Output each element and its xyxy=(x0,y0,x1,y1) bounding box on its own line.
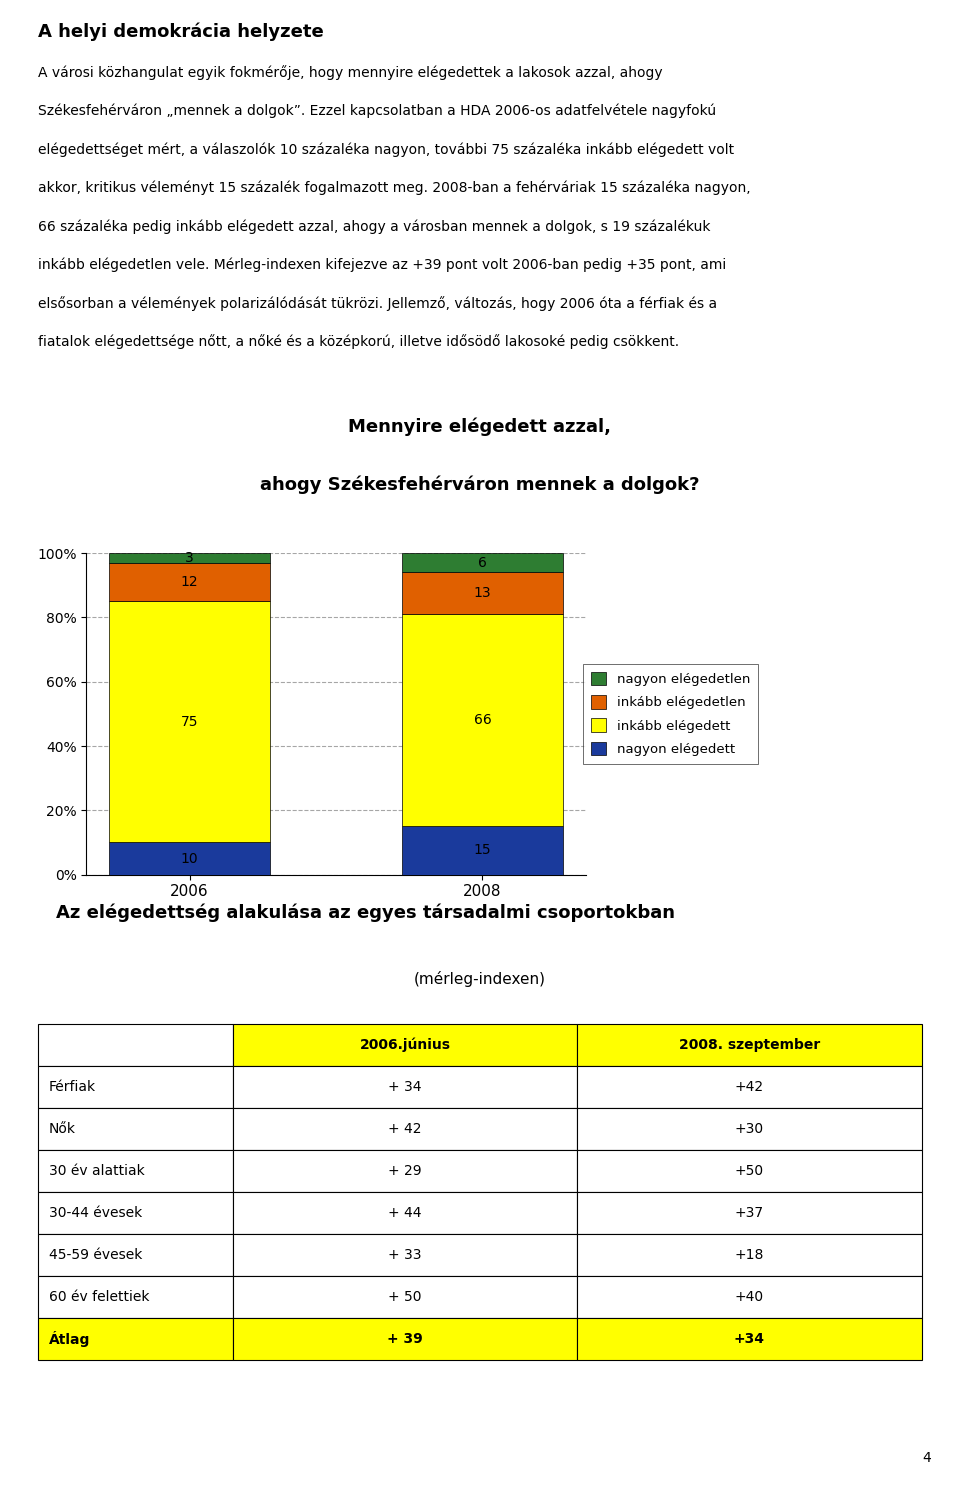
Text: 75: 75 xyxy=(180,715,199,730)
Text: 15: 15 xyxy=(473,843,492,858)
Bar xyxy=(402,553,563,573)
Bar xyxy=(577,1235,922,1277)
Text: 30-44 évesek: 30-44 évesek xyxy=(49,1206,142,1220)
Text: +30: +30 xyxy=(734,1123,764,1136)
Text: 12: 12 xyxy=(180,576,199,589)
Text: 45-59 évesek: 45-59 évesek xyxy=(49,1248,142,1262)
Bar xyxy=(109,553,270,562)
Text: 2008. szeptember: 2008. szeptember xyxy=(679,1038,820,1052)
Text: + 29: + 29 xyxy=(388,1165,421,1178)
Text: Férfiak: Férfiak xyxy=(49,1081,96,1094)
Legend: nagyon elégedetlen, inkább elégedetlen, inkább elégedett, nagyon elégedett: nagyon elégedetlen, inkább elégedetlen, … xyxy=(583,664,758,764)
Bar xyxy=(232,1319,577,1360)
Text: + 50: + 50 xyxy=(388,1290,421,1304)
Text: 2006.június: 2006.június xyxy=(359,1038,450,1052)
Bar xyxy=(38,1319,232,1360)
Bar xyxy=(577,1193,922,1235)
Text: 60 év felettiek: 60 év felettiek xyxy=(49,1290,150,1304)
Bar xyxy=(232,1024,577,1066)
Bar xyxy=(577,1108,922,1150)
Text: A helyi demokrácia helyzete: A helyi demokrácia helyzete xyxy=(38,22,324,40)
Bar xyxy=(577,1150,922,1193)
Bar xyxy=(402,614,563,827)
Bar xyxy=(38,1066,232,1108)
Text: 10: 10 xyxy=(180,852,199,866)
Text: elégedettséget mért, a válaszolók 10 százaléka nagyon, további 75 százaléka inká: elégedettséget mért, a válaszolók 10 szá… xyxy=(38,142,734,157)
Text: Átlag: Átlag xyxy=(49,1332,90,1347)
Text: + 39: + 39 xyxy=(387,1332,422,1347)
Text: +18: +18 xyxy=(734,1248,764,1262)
Bar xyxy=(402,827,563,875)
Text: Az elégedettség alakulása az egyes társadalmi csoportokban: Az elégedettség alakulása az egyes társa… xyxy=(56,903,675,922)
Text: 66 százaléka pedig inkább elégedett azzal, ahogy a városban mennek a dolgok, s 1: 66 százaléka pedig inkább elégedett azza… xyxy=(38,220,711,233)
Bar xyxy=(232,1066,577,1108)
Text: +50: +50 xyxy=(734,1165,764,1178)
Text: Székesfehérváron „mennek a dolgok”. Ezzel kapcsolatban a HDA 2006-os adatfelvéte: Székesfehérváron „mennek a dolgok”. Ezze… xyxy=(38,103,716,118)
Bar xyxy=(109,562,270,601)
Bar xyxy=(577,1277,922,1319)
Text: 3: 3 xyxy=(185,552,194,565)
Text: (mérleg-indexen): (mérleg-indexen) xyxy=(414,970,546,987)
Text: +40: +40 xyxy=(734,1290,764,1304)
Bar xyxy=(232,1235,577,1277)
Bar xyxy=(38,1193,232,1235)
Bar xyxy=(402,573,563,614)
Text: 4: 4 xyxy=(923,1450,931,1465)
Text: Mennyire elégedett azzal,: Mennyire elégedett azzal, xyxy=(348,417,612,437)
Bar xyxy=(232,1193,577,1235)
Text: + 44: + 44 xyxy=(388,1206,421,1220)
Bar xyxy=(38,1235,232,1277)
Text: Nők: Nők xyxy=(49,1123,76,1136)
Text: +37: +37 xyxy=(734,1206,764,1220)
Bar xyxy=(232,1150,577,1193)
Text: +42: +42 xyxy=(734,1081,764,1094)
Text: 30 év alattiak: 30 év alattiak xyxy=(49,1165,145,1178)
Text: inkább elégedetlen vele. Mérleg-indexen kifejezve az +39 pont volt 2006-ban pedi: inkább elégedetlen vele. Mérleg-indexen … xyxy=(38,257,727,272)
Bar xyxy=(232,1108,577,1150)
Text: elsősorban a vélemények polarizálódását tükrözi. Jellemző, változás, hogy 2006 ó: elsősorban a vélemények polarizálódását … xyxy=(38,296,717,311)
Text: 66: 66 xyxy=(473,713,492,727)
Bar xyxy=(109,601,270,843)
Bar xyxy=(232,1277,577,1319)
Bar xyxy=(38,1150,232,1193)
Text: + 33: + 33 xyxy=(388,1248,421,1262)
Bar xyxy=(577,1319,922,1360)
Text: A városi közhangulat egyik fokmérője, hogy mennyire elégedettek a lakosok azzal,: A városi közhangulat egyik fokmérője, ho… xyxy=(38,66,663,81)
Bar xyxy=(577,1024,922,1066)
Bar xyxy=(38,1277,232,1319)
Text: akkor, kritikus véleményt 15 százalék fogalmazott meg. 2008-ban a fehérváriak 15: akkor, kritikus véleményt 15 százalék fo… xyxy=(38,181,751,196)
Bar xyxy=(38,1108,232,1150)
Text: + 34: + 34 xyxy=(388,1081,421,1094)
Text: fiatalok elégedettsége nőtt, a nőké és a középkorú, illetve idősödő lakosoké ped: fiatalok elégedettsége nőtt, a nőké és a… xyxy=(38,335,680,348)
Text: ahogy Székesfehérváron mennek a dolgok?: ahogy Székesfehérváron mennek a dolgok? xyxy=(260,475,700,495)
Bar xyxy=(577,1066,922,1108)
Bar xyxy=(38,1024,232,1066)
Text: + 42: + 42 xyxy=(388,1123,421,1136)
Bar xyxy=(109,843,270,875)
Text: 13: 13 xyxy=(473,586,492,601)
Text: 6: 6 xyxy=(478,556,487,570)
Text: +34: +34 xyxy=(733,1332,765,1347)
